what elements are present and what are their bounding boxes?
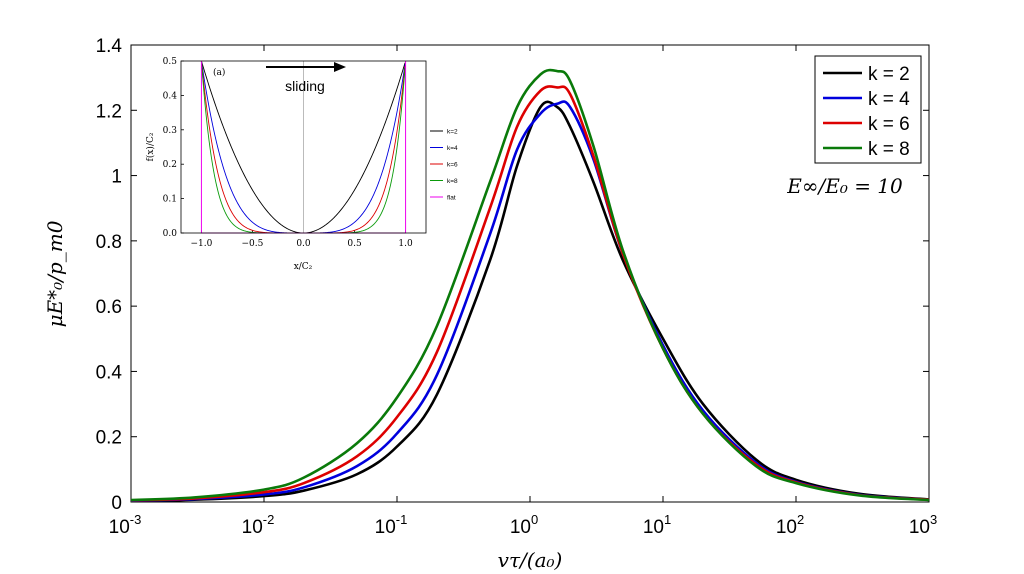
y-tick-label: 0.4 [96, 362, 123, 383]
series-line-k2 [130, 100, 930, 503]
x-tick-label: 103 [909, 512, 937, 538]
x-tick-label: 100 [510, 512, 538, 538]
series-line-k4 [130, 100, 930, 502]
y-axis-label: μE*₀/p_m0 [43, 220, 67, 327]
x-tick-base: 10 [776, 517, 797, 538]
y-tick-label: 1.4 [96, 36, 123, 57]
y-tick-label: 0.2 [96, 428, 122, 449]
inset-x-tick-label: −0.5 [242, 239, 264, 249]
x-tick-exp: -2 [263, 512, 275, 527]
main-y-ticks: 0 0.2 0.4 0.6 0.8 1 1.2 1.4 [96, 36, 929, 514]
inset-legend-label: k=4 [447, 145, 458, 152]
x-tick-label: 101 [643, 512, 671, 538]
x-tick-base: 10 [909, 517, 930, 538]
inset-y-tick-label: 0.4 [163, 91, 178, 101]
x-tick-base: 10 [643, 517, 664, 538]
legend-label: k = 8 [868, 139, 910, 160]
inset-x-axis-label: x/C₂ [294, 262, 313, 272]
inset-y-tick-label: 0.3 [163, 126, 178, 136]
inset-legend: k=2 k=4 k=6 k=8 flat [430, 129, 458, 202]
y-tick-label: 0.8 [96, 232, 122, 253]
inset-y-ticks: 0.0 0.1 0.2 0.3 0.4 0.5 [163, 57, 184, 239]
inset-y-tick-label: 0.0 [163, 229, 178, 239]
legend-label: k = 4 [868, 89, 910, 110]
main-legend: k = 2 k = 4 k = 6 k = 8 [814, 55, 922, 164]
x-tick-base: 10 [242, 517, 263, 538]
inset-x-tick-label: 0.0 [296, 239, 311, 249]
inset-y-tick-label: 0.5 [163, 57, 178, 67]
main-x-ticks: 10-3 10-2 10-1 100 101 102 103 [109, 45, 937, 538]
legend-label: k = 6 [868, 114, 910, 135]
x-tick-exp: 3 [930, 512, 937, 527]
main-plot: 10-3 10-2 10-1 100 101 102 103 00.20.40.60.811… [43, 36, 937, 572]
x-tick-base: 10 [109, 517, 130, 538]
x-tick-exp: -1 [396, 512, 408, 527]
x-tick-exp: 0 [531, 512, 538, 527]
inset-legend-label: k=2 [447, 129, 458, 136]
inset-y-tick-label: 0.1 [163, 195, 177, 205]
x-tick-label: 10-1 [375, 512, 408, 538]
inset-y-axis-label: f(x)/C₂ [145, 132, 156, 161]
inset-legend-label: k=6 [447, 162, 458, 169]
inset-panel-label: (a) [213, 67, 225, 78]
x-tick-label: 10-3 [109, 512, 142, 538]
y-tick-label: 0 [111, 493, 122, 514]
inset-y-tick-label: 0.2 [163, 160, 177, 170]
inset-legend-label: flat [447, 195, 456, 202]
legend-label: k = 2 [868, 64, 910, 85]
x-tick-exp: -3 [130, 512, 142, 527]
series-line-k8 [130, 68, 930, 502]
inset-axes-box [180, 60, 427, 234]
inset-x-tick-label: 0.5 [347, 239, 362, 249]
ratio-annotation: E∞/E₀ = 10 [786, 174, 903, 198]
sliding-label: sliding [285, 78, 325, 94]
x-tick-exp: 2 [797, 512, 804, 527]
x-axis-label: vτ/(a₀) [498, 548, 563, 572]
x-tick-base: 10 [375, 517, 396, 538]
y-tick-label: 1 [111, 167, 122, 188]
sliding-arrow [266, 62, 346, 72]
x-tick-label: 102 [776, 512, 804, 538]
inset-plot: −1.0 −0.5 0.0 0.5 1.0 0.0 0.1 0.2 0.3 0.4 0.5 (a)… [145, 57, 458, 272]
x-tick-label: 10-2 [242, 512, 275, 538]
main-series-lines [130, 68, 930, 503]
y-tick-label: 0.6 [96, 297, 122, 318]
x-tick-exp: 1 [664, 512, 671, 527]
x-tick-base: 10 [510, 517, 531, 538]
inset-x-tick-label: −1.0 [190, 239, 212, 249]
inset-x-tick-label: 1.0 [398, 239, 413, 249]
y-tick-label: 1.2 [96, 101, 122, 122]
inset-legend-label: k=8 [447, 178, 458, 185]
